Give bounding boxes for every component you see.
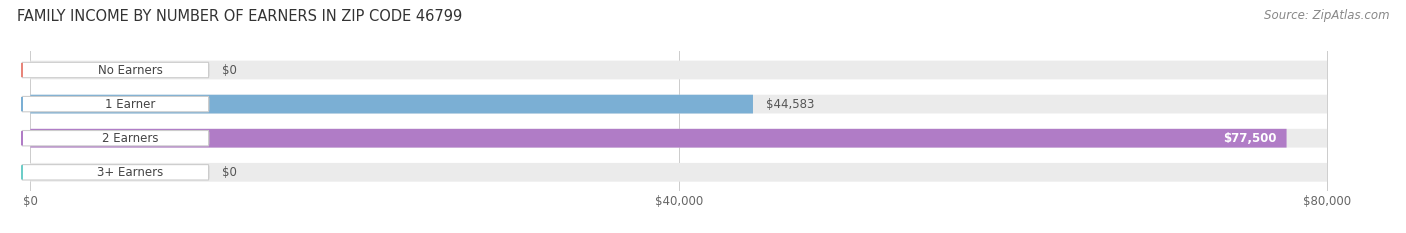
Text: $44,583: $44,583 [766,98,814,111]
Text: No Earners: No Earners [98,64,163,76]
FancyBboxPatch shape [22,96,208,112]
FancyBboxPatch shape [31,163,1327,182]
FancyBboxPatch shape [31,61,1327,79]
Text: Source: ZipAtlas.com: Source: ZipAtlas.com [1264,9,1389,22]
FancyBboxPatch shape [22,165,208,180]
FancyBboxPatch shape [31,129,1327,147]
Text: $0: $0 [222,64,236,76]
Text: $77,500: $77,500 [1223,132,1277,145]
FancyBboxPatch shape [22,62,208,78]
Text: $0: $0 [222,166,236,179]
FancyBboxPatch shape [31,95,1327,113]
FancyBboxPatch shape [22,130,208,146]
Text: 1 Earner: 1 Earner [105,98,156,111]
Text: 2 Earners: 2 Earners [103,132,159,145]
FancyBboxPatch shape [31,129,1286,147]
FancyBboxPatch shape [31,95,754,113]
Text: FAMILY INCOME BY NUMBER OF EARNERS IN ZIP CODE 46799: FAMILY INCOME BY NUMBER OF EARNERS IN ZI… [17,9,463,24]
Text: 3+ Earners: 3+ Earners [97,166,163,179]
